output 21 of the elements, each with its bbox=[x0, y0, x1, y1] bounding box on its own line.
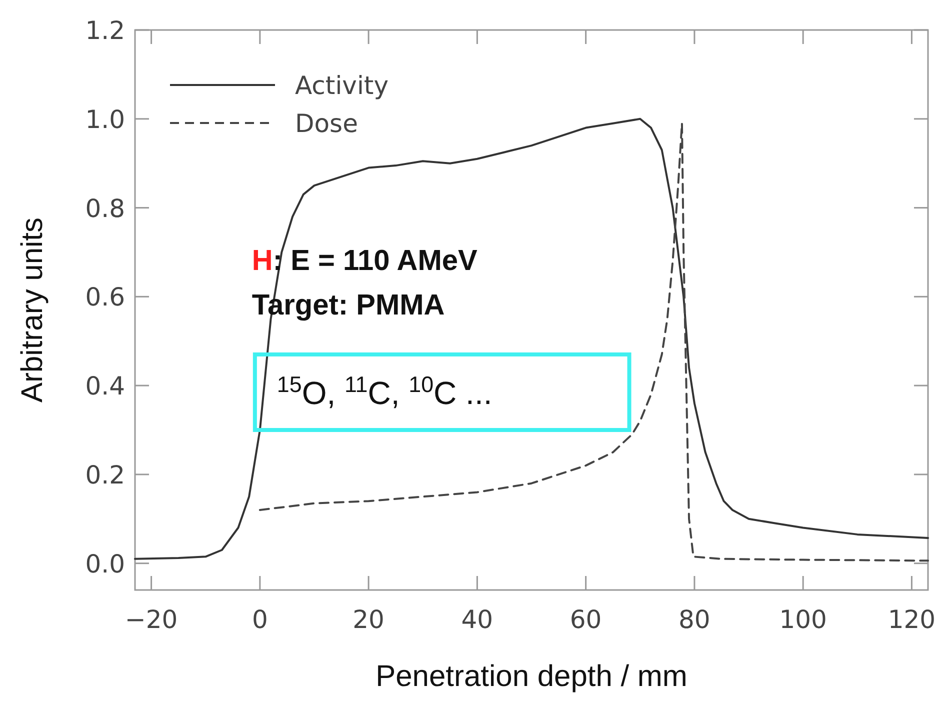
y-tick-label: 0.0 bbox=[85, 549, 125, 578]
legend-label: Activity bbox=[295, 71, 389, 100]
y-tick-label: 0.2 bbox=[85, 460, 125, 490]
y-tick-label: 1.0 bbox=[85, 104, 125, 134]
x-axis-title: Penetration depth / mm bbox=[376, 660, 688, 693]
x-tick-label: −20 bbox=[124, 605, 178, 634]
annotation: H: E = 110 AMeV bbox=[252, 245, 478, 277]
y-tick-label: 0.8 bbox=[85, 194, 125, 223]
x-tick-label: 80 bbox=[678, 605, 710, 634]
annotation: $^{15}$O, $^{11}$C, $^{10}$C ... bbox=[276, 372, 492, 412]
y-axis-title: Arbitrary units bbox=[16, 217, 49, 403]
y-tick-label: 1.2 bbox=[85, 16, 125, 45]
x-tick-label: 60 bbox=[570, 605, 602, 634]
y-tick-label: 0.6 bbox=[85, 282, 125, 312]
x-tick-label: 40 bbox=[461, 605, 494, 634]
y-tick-label: 0.4 bbox=[85, 372, 125, 401]
x-tick-label: 0 bbox=[252, 605, 268, 634]
x-tick-label: 120 bbox=[888, 605, 936, 634]
legend-label: Dose bbox=[295, 109, 358, 138]
x-tick-label: 100 bbox=[779, 605, 827, 634]
x-tick-label: 20 bbox=[352, 605, 384, 634]
